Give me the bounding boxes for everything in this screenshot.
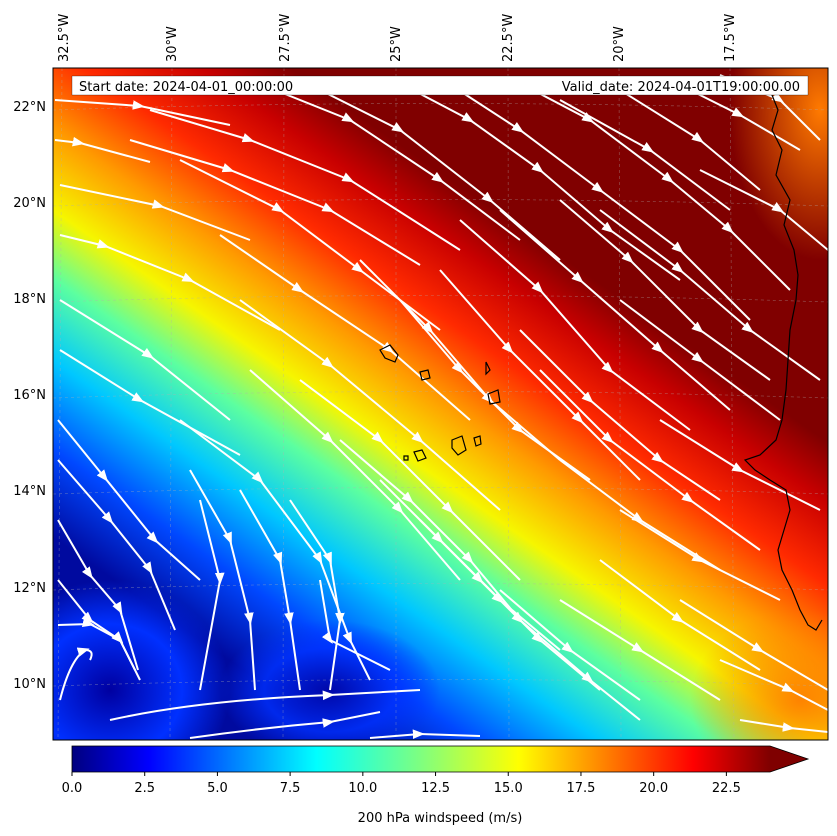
lat-tick-label: 10°N <box>13 677 46 692</box>
lon-tick-label: 32.5°W <box>57 14 72 62</box>
lat-tick-label: 18°N <box>13 292 46 307</box>
lon-tick-label: 27.5°W <box>278 14 293 62</box>
colorbar-tick-label: 2.5 <box>134 781 155 796</box>
lon-tick-label: 22.5°W <box>501 14 516 62</box>
cape-verde-islands <box>403 455 409 461</box>
lon-tick-label: 25°W <box>389 26 404 62</box>
colorbar-title: 200 hPa windspeed (m/s) <box>358 811 523 826</box>
cape-verde-islands <box>379 344 399 363</box>
colorbar: 0.0 2.5 5.0 7.5 10.0 12.5 15.0 17.5 20.0 22.5 200… <box>62 745 810 826</box>
map-panel <box>53 68 828 740</box>
valid-date-label: Valid_date: 2024-04-01T19:00:00.00 <box>562 80 800 95</box>
start-date-label: Start date: 2024-04-01_00:00:00 <box>79 80 293 95</box>
lat-tick-label: 20°N <box>13 196 46 211</box>
colorbar-tick-label: 22.5 <box>712 781 741 796</box>
colorbar-tick-label: 7.5 <box>280 781 301 796</box>
colorbar-tick-label: 20.0 <box>639 781 668 796</box>
longitude-axis: 32.5°W 30°W 27.5°W 25°W 22.5°W 20°W 17.5… <box>57 14 738 62</box>
lat-tick-label: 16°N <box>13 388 46 403</box>
colorbar-tick-label: 10.0 <box>348 781 377 796</box>
lat-tick-label: 22°N <box>13 100 46 115</box>
africa-coastline <box>743 89 823 631</box>
colorbar-tick-label: 15.0 <box>494 781 523 796</box>
lat-tick-label: 12°N <box>13 581 46 596</box>
colorbar-scale <box>72 746 770 772</box>
wind-streamlines <box>54 74 828 739</box>
lat-tick-label: 14°N <box>13 484 46 499</box>
cape-verde-islands <box>413 449 427 462</box>
cape-verde-islands <box>487 389 501 405</box>
cape-verde-islands <box>419 369 431 381</box>
moderate-wind-region <box>690 610 828 740</box>
cape-verde-islands <box>485 361 491 376</box>
colorbar-tick-label: 5.0 <box>207 781 228 796</box>
map-frame <box>52 67 829 741</box>
colorbar-tick-label: 17.5 <box>566 781 595 796</box>
latitude-axis: 22°N 20°N 18°N 16°N 14°N 12°N 10°N <box>13 100 46 692</box>
cape-verde-islands <box>473 435 482 447</box>
date-info-box: Start date: 2024-04-01_00:00:00 Valid_da… <box>71 75 809 96</box>
lon-tick-label: 17.5°W <box>723 14 738 62</box>
lon-tick-label: 30°W <box>165 26 180 62</box>
cape-verde-islands <box>451 435 467 456</box>
colorbar-tick-label: 0.0 <box>62 781 83 796</box>
colorbar-tick-label: 12.5 <box>421 781 450 796</box>
coastlines <box>379 89 823 631</box>
colorbar-ticks: 0.0 2.5 5.0 7.5 10.0 12.5 15.0 17.5 20.0 22.5 <box>62 772 741 796</box>
lon-tick-label: 20°W <box>612 26 627 62</box>
colorbar-extend-arrow <box>770 746 808 772</box>
